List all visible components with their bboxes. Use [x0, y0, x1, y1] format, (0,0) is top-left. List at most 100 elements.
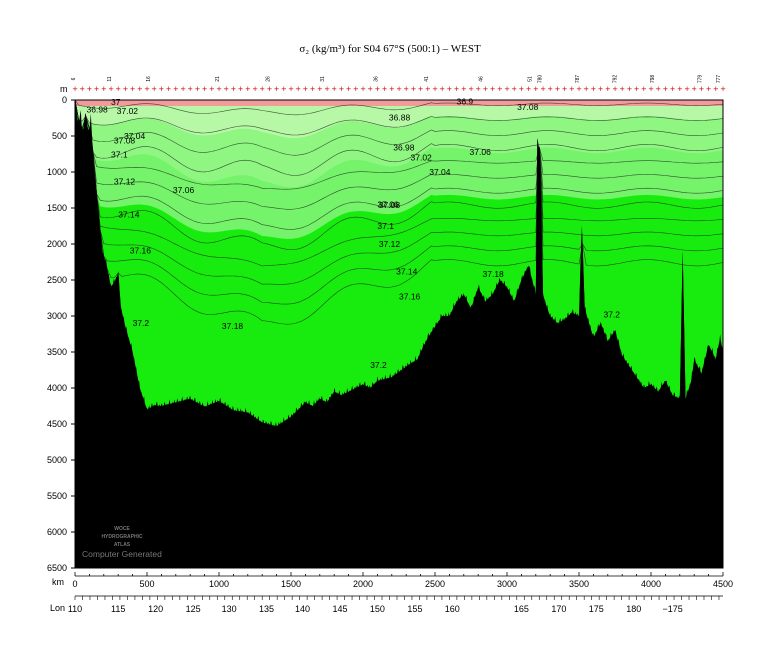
lon-tick-label: 110 [68, 604, 82, 614]
lon-tick-label: 135 [259, 604, 274, 614]
contour-label: 37.12 [114, 176, 136, 186]
contour-label: 37.2 [133, 318, 150, 328]
station-marker: + [432, 85, 438, 93]
station-marker: + [353, 85, 359, 93]
lon-tick-label: 115 [111, 604, 125, 614]
contour-label: 37.04 [429, 167, 451, 177]
station-marker: + [533, 85, 539, 93]
lon-tick-label: 155 [407, 604, 422, 614]
station-marker: + [670, 85, 676, 93]
contour-label: 37.2 [370, 360, 387, 370]
y-tick-label: 1500 [47, 203, 67, 213]
contour-label: 37.2 [603, 310, 620, 320]
station-marker: + [238, 85, 244, 93]
contour-label: 37.08 [114, 135, 136, 145]
y-axis: 0 500 1000 1500 2000 2500 3000 3500 4000 4500 5000… [47, 95, 75, 573]
station-marker: + [583, 85, 589, 93]
station-marker: + [475, 85, 481, 93]
contour-line [74, 99, 724, 285]
station-marker: + [158, 85, 164, 93]
station-label: 36 [373, 76, 379, 82]
contour-line [74, 99, 724, 116]
station-marker: + [562, 85, 568, 93]
station-marker: + [230, 85, 236, 93]
contour-label: 36.98 [87, 104, 109, 114]
x-tick-label: 4000 [641, 579, 661, 589]
station-marker: + [302, 85, 308, 93]
lon-tick-label: 125 [186, 604, 201, 614]
x-tick-label: 4500 [713, 579, 733, 589]
x-tick-label: 3000 [497, 579, 517, 589]
station-marker: + [180, 85, 186, 93]
station-marker: + [691, 85, 697, 93]
station-marker: + [173, 85, 179, 93]
station-marker: + [619, 85, 625, 93]
station-marker: + [634, 85, 640, 93]
x-tick-label: 2500 [425, 579, 445, 589]
station-marker: + [677, 85, 683, 93]
contour-label: 37.08 [379, 200, 401, 210]
station-marker: + [151, 85, 157, 93]
station-marker: + [324, 85, 330, 93]
contour-line [74, 99, 724, 267]
lon-tick-label: 175 [589, 604, 604, 614]
station-marker: + [518, 85, 524, 93]
station-marker: + [461, 85, 467, 93]
contour-label: 37.02 [117, 106, 139, 116]
contour-label: 37.06 [377, 199, 399, 209]
x-tick-label: 500 [139, 579, 154, 589]
station-marker: + [144, 85, 150, 93]
station-marker: + [122, 85, 128, 93]
y-tick-label: 500 [52, 131, 67, 141]
woce-logo: WOCE HYDROGRAPHIC ATLAS [101, 526, 143, 548]
station-marker: + [281, 85, 287, 93]
x-tick-label: 1500 [281, 579, 301, 589]
contour-label: 37.16 [399, 292, 421, 302]
y-tick-label: 3000 [47, 311, 67, 321]
station-marker: + [554, 85, 560, 93]
station-marker: + [468, 85, 474, 93]
station-marker: + [245, 85, 251, 93]
x-axis-label: km [52, 577, 64, 587]
y-tick-label: 4000 [47, 383, 67, 393]
computer-generated-label: Computer Generated [82, 549, 162, 559]
lon-axis: 110 115 120 125 130 135 140 145 150 155 160 165 170 1… [68, 595, 723, 614]
lon-tick-label: 160 [445, 604, 460, 614]
surface-layer [75, 100, 723, 106]
station-label: 31 [320, 76, 326, 82]
contour-label: 37.04 [124, 131, 146, 141]
x-tick-label: 1000 [209, 579, 229, 589]
station-marker: + [720, 85, 726, 93]
y-tick-label: 1000 [47, 167, 67, 177]
lon-tick-label: 130 [222, 604, 237, 614]
station-marker: + [338, 85, 344, 93]
contour-label: 37.18 [222, 321, 244, 331]
station-marker: + [367, 85, 373, 93]
station-marker: + [137, 85, 143, 93]
station-marker: + [79, 85, 85, 93]
lon-axis-label: Lon [50, 603, 65, 613]
contour-line [74, 99, 724, 136]
station-label: 26 [265, 76, 271, 82]
station-axis: + + + + + + + + + + + + + + + + + + + + + + + + + + + + + + + + + + + + + + + +… [71, 75, 726, 93]
station-marker: + [310, 85, 316, 93]
station-marker: + [526, 85, 532, 93]
y-tick-label: 5500 [47, 491, 67, 501]
station-label: 798 [650, 75, 656, 84]
station-marker: + [590, 85, 596, 93]
y-tick-label: 5000 [47, 455, 67, 465]
station-label: 780 [538, 75, 544, 84]
station-marker: + [418, 85, 424, 93]
contour-label: 36.88 [389, 112, 411, 122]
contour-lines [74, 99, 724, 325]
y-tick-label: 2000 [47, 239, 67, 249]
logo-line-1: WOCE [114, 526, 130, 532]
station-marker: + [389, 85, 395, 93]
y-tick-label: 6000 [47, 527, 67, 537]
station-marker: + [317, 85, 323, 93]
logo-line-2: HYDROGRAPHIC [101, 534, 143, 540]
station-marker: + [540, 85, 546, 93]
station-marker: + [259, 85, 265, 93]
lon-tick-label: −175 [662, 604, 682, 614]
station-marker: + [216, 85, 222, 93]
